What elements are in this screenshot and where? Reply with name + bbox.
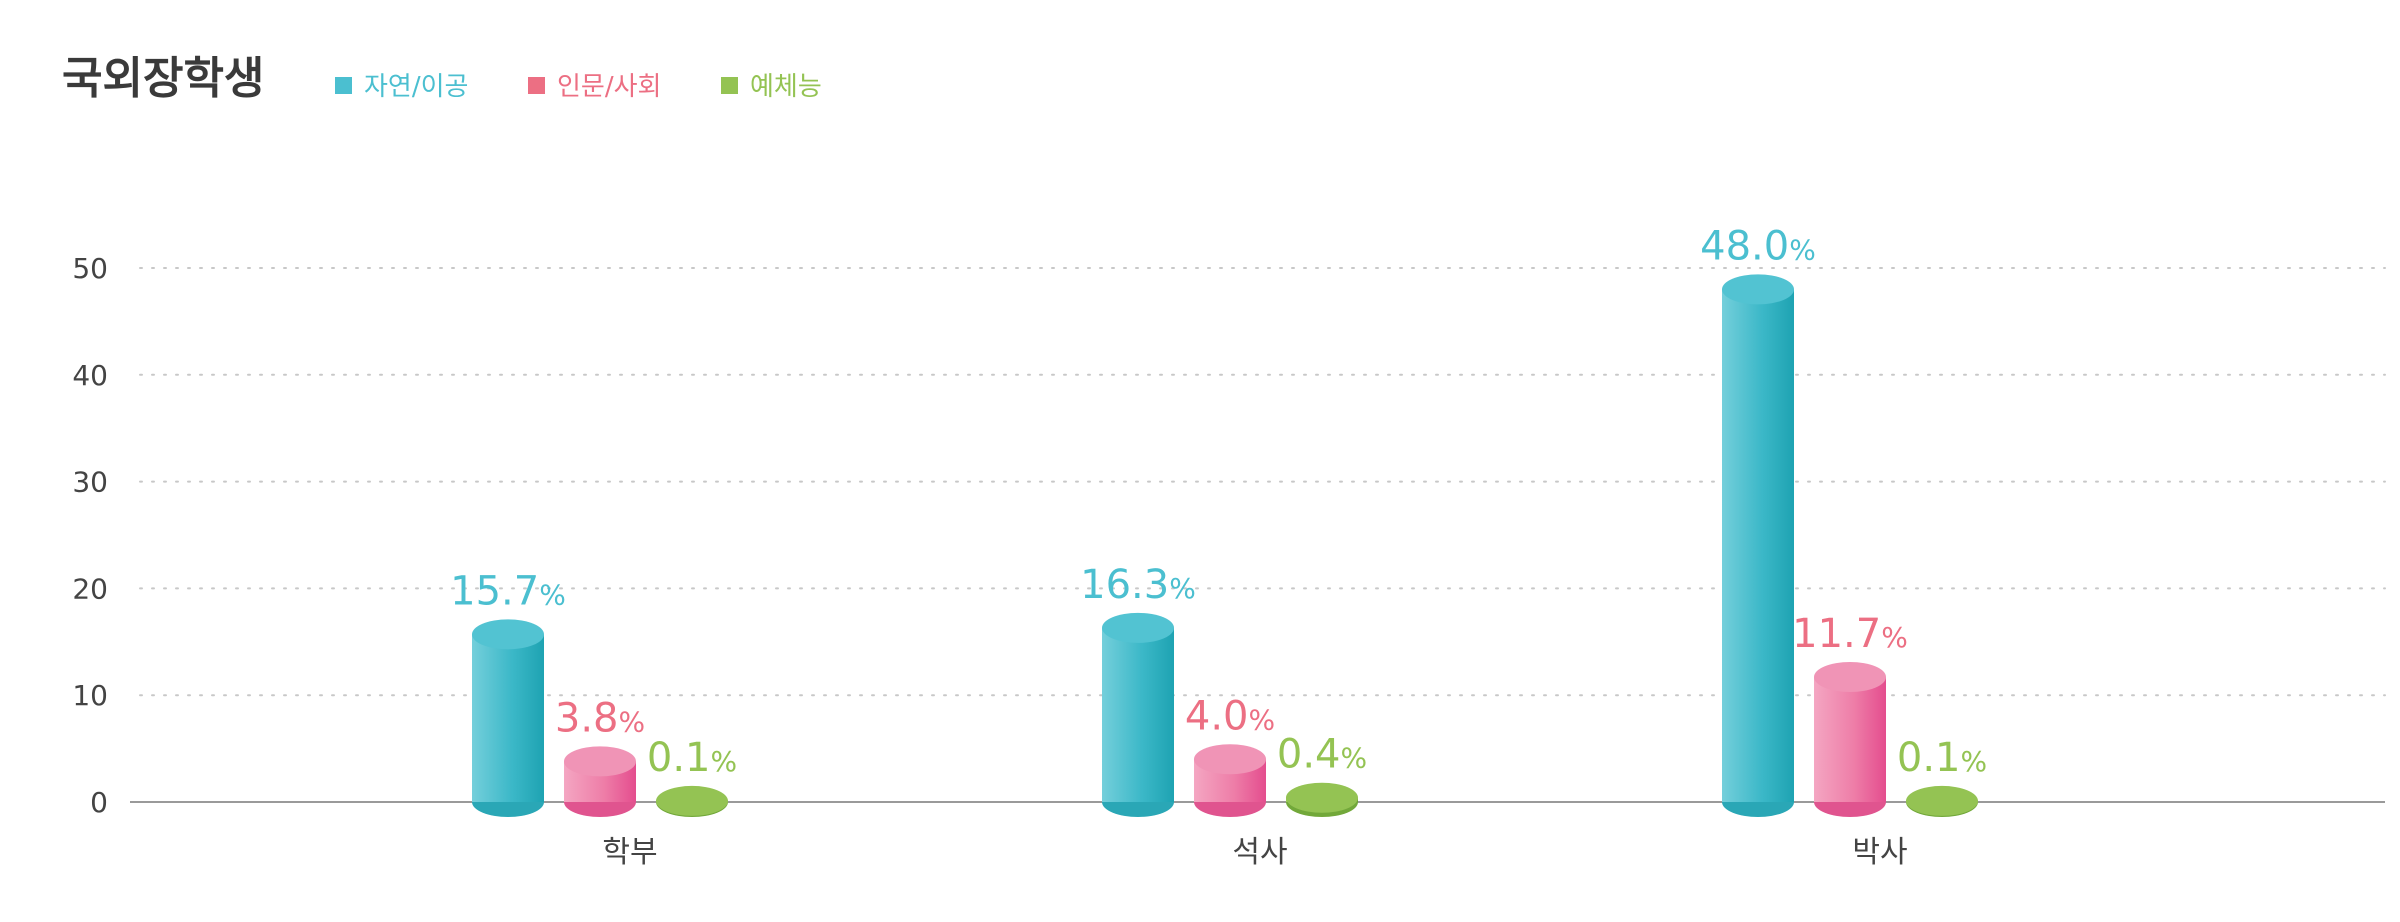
data-label: 0.1% — [1897, 735, 1987, 781]
y-tick-label: 0 — [90, 786, 108, 819]
y-tick-label: 40 — [72, 359, 108, 392]
bar-top — [656, 785, 728, 816]
bar-top — [1286, 782, 1358, 813]
bar — [1102, 612, 1174, 817]
y-tick-label: 10 — [72, 679, 108, 712]
bar — [1286, 782, 1358, 817]
y-tick-label: 30 — [72, 466, 108, 499]
bar-body — [472, 634, 544, 802]
bar-body — [1102, 627, 1174, 802]
data-label: 4.0% — [1185, 693, 1275, 739]
bar — [1194, 744, 1266, 817]
x-tick-label: 학부 — [602, 835, 657, 870]
legend-swatch — [335, 77, 352, 94]
legend-label: 예체능 — [750, 72, 822, 102]
bar — [1814, 662, 1886, 817]
data-label: 16.3% — [1080, 562, 1196, 608]
data-label: 15.7% — [450, 568, 566, 614]
bar — [472, 619, 544, 817]
bar — [656, 785, 728, 817]
bar-top — [1814, 662, 1886, 693]
data-label: 0.4% — [1277, 732, 1367, 778]
bar-top — [1102, 612, 1174, 643]
bar-body — [1722, 289, 1794, 802]
y-tick-label: 20 — [72, 572, 108, 605]
chart-title: 국외장학생 — [62, 53, 264, 104]
bar — [1906, 785, 1978, 817]
legend-label: 자연/이공 — [364, 72, 468, 102]
bar-top — [472, 619, 544, 650]
legend: 자연/이공 인문/사회 예체능 — [335, 72, 822, 102]
bar-body — [1814, 677, 1886, 802]
bar-top — [1194, 744, 1266, 775]
data-label: 0.1% — [647, 735, 737, 781]
x-tick-label: 박사 — [1852, 835, 1907, 870]
legend-label: 인문/사회 — [557, 72, 661, 102]
y-axis-ticks: 0 10 20 30 40 50 — [72, 252, 108, 819]
bar-top — [1722, 274, 1794, 305]
x-tick-label: 석사 — [1232, 835, 1287, 870]
bar-top — [564, 746, 636, 777]
bar — [564, 746, 636, 817]
legend-swatch — [721, 77, 738, 94]
y-tick-label: 50 — [72, 252, 108, 285]
data-label: 48.0% — [1700, 223, 1816, 269]
bar-top — [1906, 785, 1978, 816]
bar — [1722, 274, 1794, 817]
category-labels: 학부 석사 박사 — [602, 835, 1907, 870]
data-label: 3.8% — [555, 695, 645, 741]
data-label: 11.7% — [1792, 611, 1908, 657]
bars: 15.7%3.8%0.1%16.3%4.0%0.4%48.0%11.7%0.1% — [450, 223, 1987, 817]
legend-swatch — [528, 77, 545, 94]
